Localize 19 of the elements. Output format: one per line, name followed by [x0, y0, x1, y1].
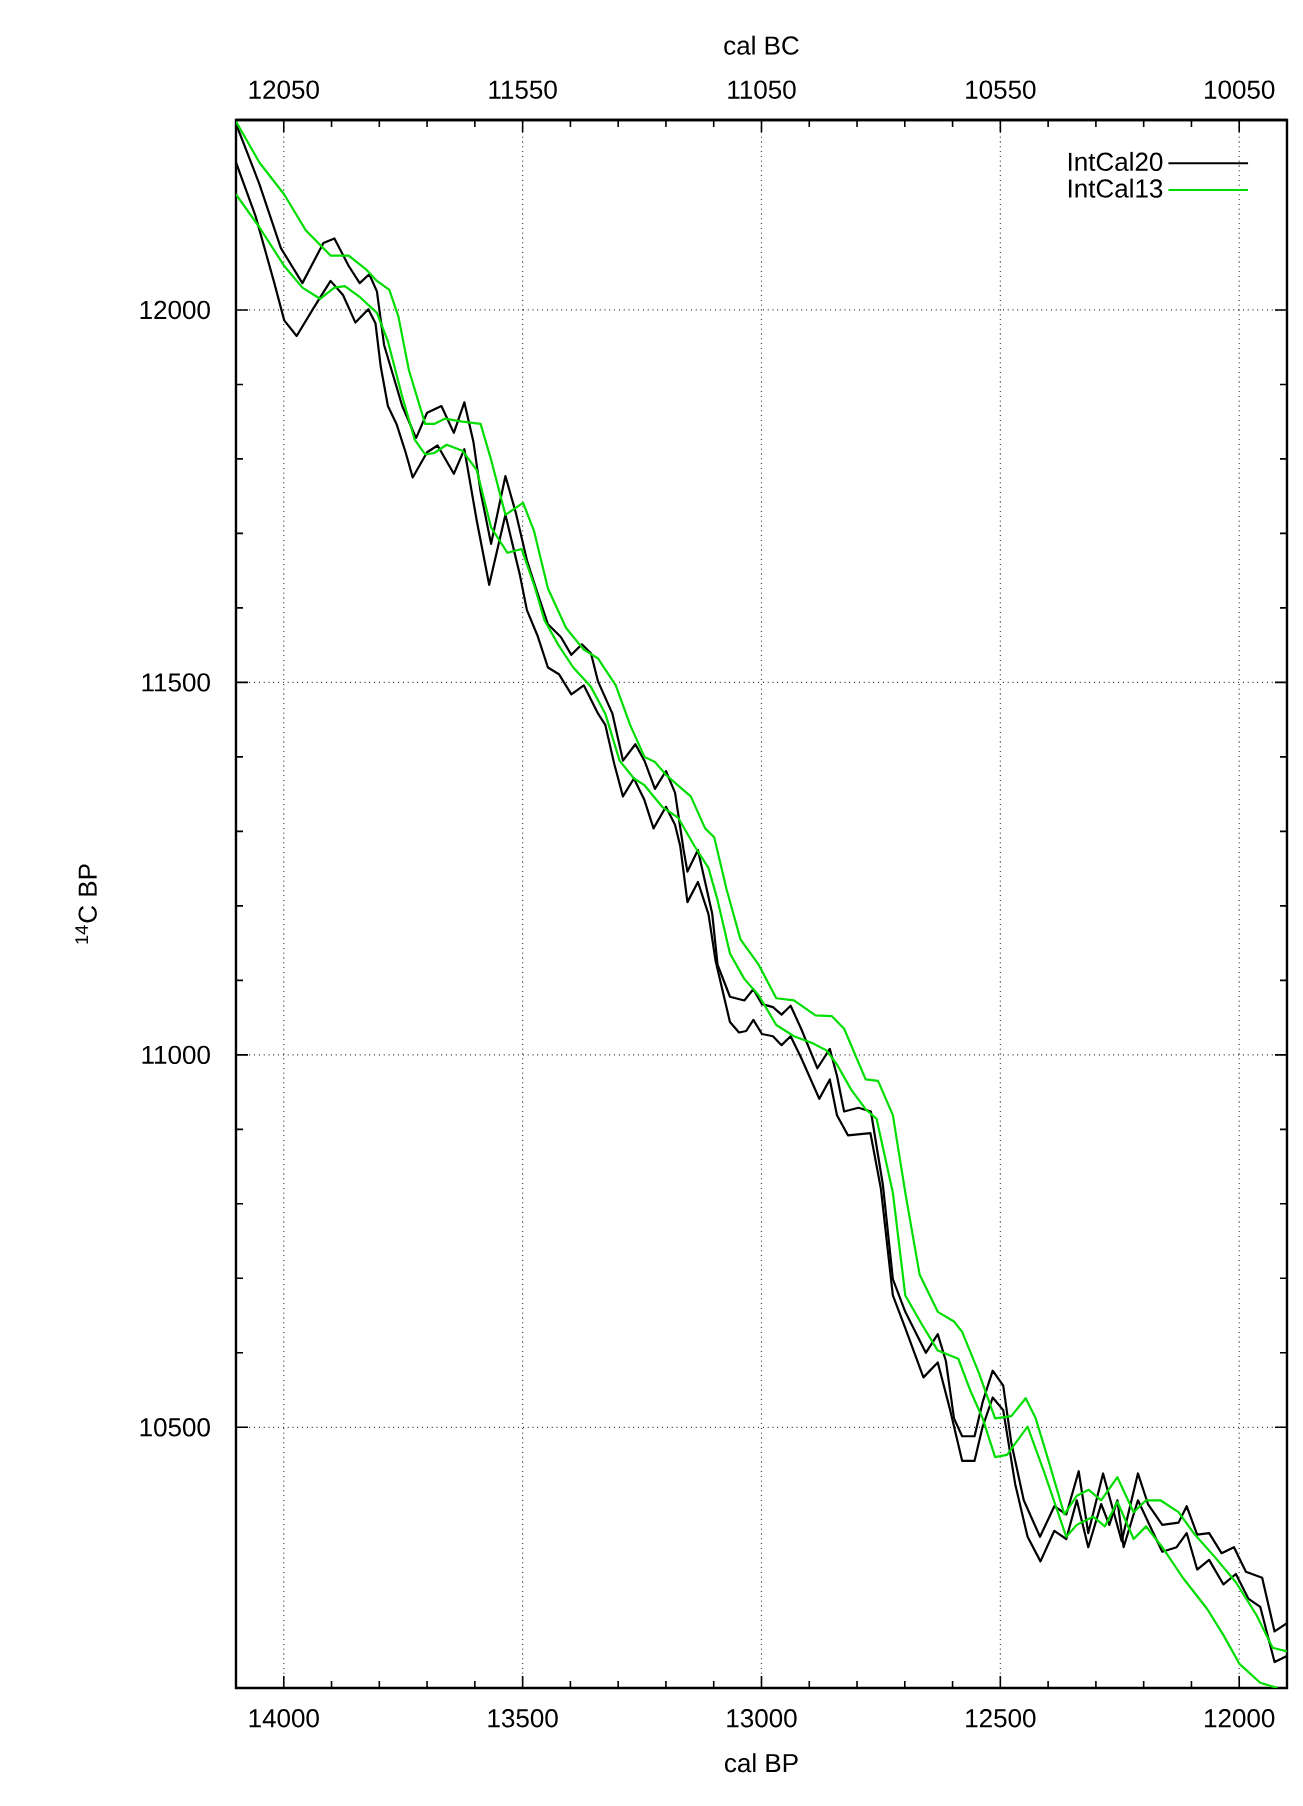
y-tick-label: 11500	[142, 673, 210, 692]
x-tick-label: 12500	[966, 1709, 1036, 1728]
legend-label: IntCal20	[1068, 151, 1163, 171]
x-tick-label: 13000	[727, 1709, 797, 1728]
y-axis-title: $^{14}$C BP	[75, 864, 97, 944]
x-tick-label: 12000	[1205, 1709, 1275, 1728]
x-tick-label: 14000	[249, 1709, 319, 1728]
x-tick-label: 13500	[488, 1709, 558, 1728]
x2-axis-title: cal BC	[724, 35, 799, 55]
y-tick-label: 12000	[140, 300, 210, 320]
x2-tick-label: 10050	[1205, 80, 1275, 99]
y-tick-label: 11000	[142, 1045, 210, 1065]
x-axis-title: cal BP	[725, 1753, 798, 1773]
legend-label: IntCal13	[1068, 178, 1163, 198]
x2-tick-label: 11550	[489, 80, 557, 99]
x2-tick-label: 11050	[728, 80, 796, 99]
x2-tick-label: 12050	[249, 80, 319, 99]
y-tick-label: 10500	[140, 1418, 210, 1437]
x2-tick-label: 10550	[966, 80, 1036, 99]
